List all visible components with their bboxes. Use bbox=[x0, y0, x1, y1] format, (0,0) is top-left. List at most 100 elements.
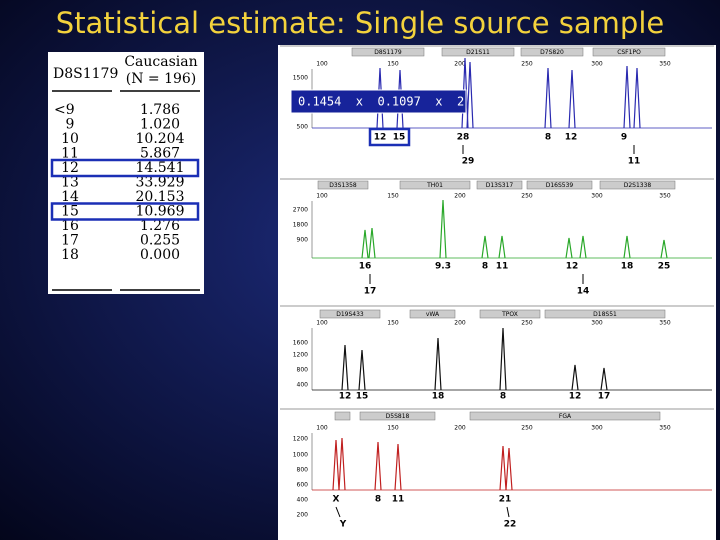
size-tick-label: 200 bbox=[454, 61, 466, 68]
marker-label: D21S11 bbox=[466, 49, 490, 56]
table-population: Caucasian bbox=[124, 54, 197, 70]
table-n: (N = 196) bbox=[126, 71, 197, 87]
highlight-box bbox=[50, 202, 200, 221]
marker-label: D16S539 bbox=[546, 182, 574, 189]
peak bbox=[466, 61, 474, 129]
peak bbox=[374, 441, 382, 491]
allele-label: 16 bbox=[359, 262, 372, 272]
size-tick-label: 100 bbox=[316, 425, 328, 432]
allele-label: 11 bbox=[392, 495, 405, 505]
allele-label: Y bbox=[339, 520, 347, 530]
rfu-tick-label: 600 bbox=[297, 482, 309, 489]
marker-label: D18S51 bbox=[593, 311, 617, 318]
marker-box bbox=[544, 309, 666, 319]
frequency-cell: 1.020 bbox=[140, 117, 180, 133]
allele-cell: <9 bbox=[54, 102, 75, 118]
pointer bbox=[335, 506, 341, 518]
marker-box bbox=[351, 47, 425, 57]
formula-box bbox=[290, 89, 467, 114]
allele-cell: 9 bbox=[66, 117, 75, 133]
size-tick-label: 150 bbox=[387, 320, 399, 327]
rfu-tick-label: 1200 bbox=[293, 352, 308, 359]
allele-cell: 17 bbox=[61, 233, 79, 249]
peak bbox=[633, 67, 641, 129]
frequency-cell: 1.786 bbox=[140, 102, 180, 118]
marker-label: FGA bbox=[559, 413, 572, 420]
peak bbox=[579, 235, 587, 259]
formula: 0.1454 x 0.1097 x 2 bbox=[298, 95, 464, 109]
marker-box bbox=[317, 180, 369, 190]
rfu-tick-label: 1200 bbox=[293, 436, 308, 443]
allele-label: 8 bbox=[500, 392, 506, 402]
allele-label: 9 bbox=[621, 133, 627, 143]
allele-label: 29 bbox=[462, 157, 475, 167]
slide-title: Statistical estimate: Single source samp… bbox=[56, 6, 664, 40]
size-tick-label: 150 bbox=[387, 425, 399, 432]
frequency-cell: 5.867 bbox=[140, 146, 180, 162]
frequency-cell: 0.000 bbox=[140, 247, 180, 263]
rfu-tick-label: 1600 bbox=[293, 340, 308, 347]
allele-label: 18 bbox=[621, 262, 634, 272]
rfu-tick-label: 200 bbox=[297, 512, 309, 519]
allele-label: 17 bbox=[598, 392, 611, 402]
rfu-tick-label: 500 bbox=[297, 124, 309, 131]
frequency-cell: 0.255 bbox=[140, 233, 180, 249]
peak bbox=[434, 337, 442, 391]
peak bbox=[565, 237, 573, 259]
marker-label: TH01 bbox=[426, 182, 443, 189]
allele-cell: 10 bbox=[61, 131, 79, 147]
allele-label: 8 bbox=[545, 133, 551, 143]
rfu-tick-label: 400 bbox=[297, 382, 309, 389]
peak bbox=[623, 65, 631, 129]
rfu-tick-label: 1800 bbox=[293, 222, 308, 229]
size-tick-label: 200 bbox=[454, 425, 466, 432]
peak bbox=[499, 327, 507, 391]
size-tick-label: 300 bbox=[591, 61, 603, 68]
rfu-tick-label: 800 bbox=[297, 467, 309, 474]
size-tick-label: 300 bbox=[591, 193, 603, 200]
marker-label: D2S1338 bbox=[624, 182, 652, 189]
allele-label: 15 bbox=[393, 133, 406, 143]
allele-label: 25 bbox=[658, 262, 671, 272]
peak bbox=[660, 239, 668, 259]
allele-label: 28 bbox=[457, 133, 470, 143]
marker-box bbox=[399, 180, 471, 190]
highlight-box bbox=[368, 127, 411, 147]
peak bbox=[505, 447, 513, 491]
allele-label: 12 bbox=[566, 262, 579, 272]
marker-box bbox=[359, 411, 436, 421]
highlight-box bbox=[50, 158, 200, 178]
size-tick-label: 100 bbox=[316, 61, 328, 68]
peak bbox=[481, 235, 489, 259]
size-tick-label: 100 bbox=[316, 193, 328, 200]
rfu-tick-label: 1000 bbox=[293, 452, 308, 459]
peak bbox=[332, 439, 340, 491]
peak bbox=[623, 235, 631, 259]
peak bbox=[499, 445, 507, 491]
size-tick-label: 350 bbox=[659, 193, 671, 200]
marker-label: D19S433 bbox=[336, 311, 364, 318]
size-tick-label: 150 bbox=[387, 61, 399, 68]
allele-cell: 15 bbox=[61, 204, 79, 220]
size-tick-label: 200 bbox=[454, 193, 466, 200]
peak bbox=[341, 344, 349, 391]
frequency-cell: 20.153 bbox=[136, 189, 185, 205]
allele-label: 9.3 bbox=[435, 262, 451, 272]
size-tick-label: 100 bbox=[316, 320, 328, 327]
marker-label: vWA bbox=[426, 311, 440, 318]
marker-label: D3S1358 bbox=[329, 182, 357, 189]
allele-label: 8 bbox=[482, 262, 488, 272]
size-tick-label: 250 bbox=[521, 320, 533, 327]
pointer bbox=[506, 506, 510, 518]
allele-label: 11 bbox=[628, 157, 641, 167]
allele-cell: 14 bbox=[61, 189, 79, 205]
peak bbox=[571, 364, 579, 391]
frequency-cell: 10.204 bbox=[136, 131, 185, 147]
allele-label: 12 bbox=[565, 133, 578, 143]
marker-box bbox=[476, 180, 523, 190]
size-tick-label: 250 bbox=[521, 193, 533, 200]
peak bbox=[568, 69, 576, 129]
marker-box bbox=[441, 47, 515, 57]
